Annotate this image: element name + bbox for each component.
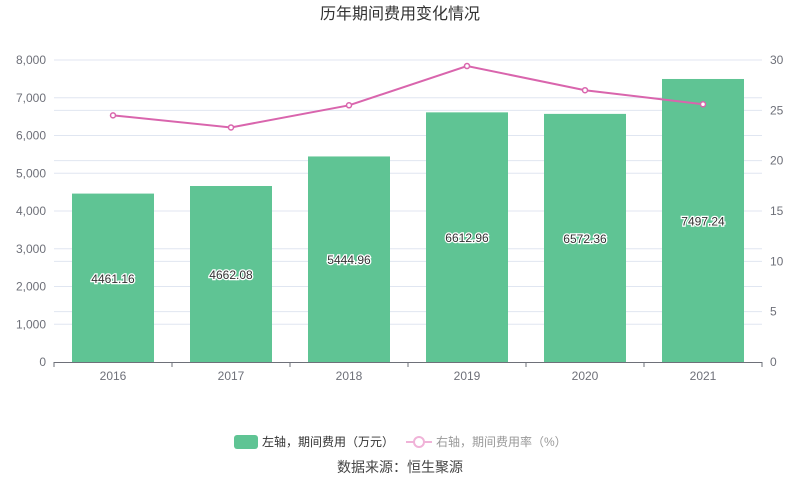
rate-line bbox=[112, 65, 704, 129]
bar-data-label: 4461.16 bbox=[91, 272, 135, 286]
bar bbox=[190, 186, 272, 362]
x-tick-label: 2021 bbox=[690, 369, 717, 383]
legend-item-bar[interactable]: 左轴，期间费用（万元） bbox=[234, 434, 394, 449]
rate-point bbox=[463, 62, 471, 70]
bar bbox=[308, 156, 390, 362]
bar-data-label: 6572.36 bbox=[563, 232, 607, 246]
bar bbox=[662, 78, 744, 362]
left-tick-label: 0 bbox=[39, 355, 46, 369]
legend-line-marker bbox=[413, 436, 425, 448]
bar bbox=[72, 193, 154, 362]
right-tick-label: 5 bbox=[770, 305, 777, 319]
right-tick-label: 30 bbox=[770, 53, 784, 67]
legend: 左轴，期间费用（万元） 右轴，期间费用率（%） bbox=[234, 434, 567, 449]
bar-data-label: 6612.96 bbox=[445, 231, 489, 245]
left-tick-label: 4,000 bbox=[16, 204, 46, 218]
left-tick-label: 1,000 bbox=[16, 317, 46, 331]
rate-point bbox=[227, 124, 235, 131]
legend-item-line[interactable]: 右轴，期间费用率（%） bbox=[406, 434, 567, 449]
source-note: 数据来源：恒生聚源 bbox=[337, 459, 463, 475]
bar bbox=[426, 112, 508, 362]
x-tick-label: 2017 bbox=[218, 369, 245, 383]
right-tick-label: 20 bbox=[770, 154, 784, 168]
x-tick-label: 2016 bbox=[100, 369, 127, 383]
left-tick-label: 5,000 bbox=[16, 166, 46, 180]
left-tick-label: 8,000 bbox=[16, 53, 46, 67]
x-tick-label: 2018 bbox=[336, 369, 363, 383]
right-tick-label: 10 bbox=[770, 254, 784, 268]
bar-data-label: 5444.96 bbox=[327, 253, 371, 267]
left-tick-label: 3,000 bbox=[16, 242, 46, 256]
left-tick-label: 2,000 bbox=[16, 280, 46, 294]
x-tick-label: 2019 bbox=[454, 369, 481, 383]
legend-bar-label: 左轴，期间费用（万元） bbox=[262, 434, 394, 449]
chart-title: 历年期间费用变化情况 bbox=[320, 5, 480, 23]
bar-data-label: 4662.08 bbox=[209, 268, 253, 282]
legend-bar-swatch bbox=[234, 435, 258, 449]
left-tick-label: 6,000 bbox=[16, 129, 46, 143]
right-tick-label: 25 bbox=[770, 103, 784, 117]
right-tick-label: 0 bbox=[770, 355, 777, 369]
bar bbox=[544, 113, 626, 363]
left-tick-label: 7,000 bbox=[16, 91, 46, 105]
bar-data-label: 7497.24 bbox=[681, 214, 725, 228]
rate-point bbox=[581, 86, 589, 94]
right-tick-label: 15 bbox=[770, 204, 784, 218]
rate-point bbox=[109, 112, 117, 119]
legend-line-label: 右轴，期间费用率（%） bbox=[436, 434, 567, 449]
x-tick-label: 2020 bbox=[572, 369, 599, 383]
rate-point bbox=[345, 102, 353, 109]
rate-point bbox=[699, 101, 707, 108]
